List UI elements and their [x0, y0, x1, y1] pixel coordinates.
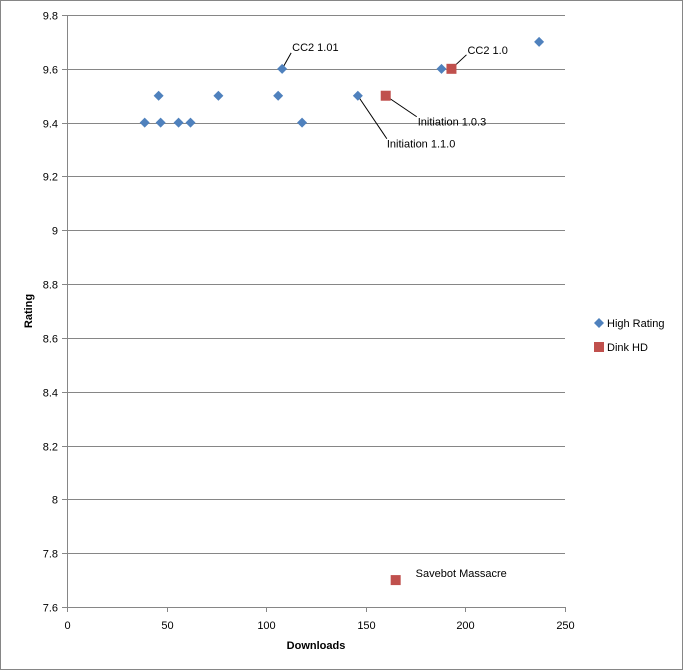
- x-tick-label: 250: [556, 620, 574, 632]
- y-tick-label: 9: [52, 226, 58, 238]
- data-point-high-rating: [173, 117, 184, 128]
- y-tick-label: 9.8: [43, 11, 58, 23]
- data-point-high-rating: [155, 117, 166, 128]
- data-point-high-rating: [213, 90, 224, 101]
- data-point-dink-hd: [446, 63, 457, 74]
- legend-label: High Rating: [607, 318, 664, 330]
- data-point-high-rating: [139, 117, 150, 128]
- data-point-high-rating: [185, 117, 196, 128]
- y-tick-label: 8: [52, 495, 58, 507]
- data-point-high-rating: [534, 36, 545, 47]
- x-tick-label: 100: [257, 620, 275, 632]
- data-label: Initiation 1.0.3: [418, 117, 487, 129]
- x-tick-label: 150: [357, 620, 375, 632]
- y-tick-label: 8.8: [43, 280, 58, 292]
- legend-label: Dink HD: [607, 342, 648, 354]
- data-point-high-rating: [277, 63, 288, 74]
- annotation-leader-line: [357, 95, 388, 140]
- legend-marker-high-rating: [594, 318, 604, 328]
- data-point-high-rating: [352, 90, 363, 101]
- legend-marker-dink-hd: [594, 342, 604, 352]
- y-tick-label: 8.4: [43, 388, 58, 400]
- y-tick-label: 9.2: [43, 172, 58, 184]
- y-tick-label: 7.6: [43, 603, 58, 615]
- data-point-high-rating: [436, 63, 447, 74]
- y-axis-title: Rating: [23, 294, 35, 328]
- x-tick-label: 0: [64, 620, 70, 632]
- data-label: CC2 1.01: [292, 42, 338, 54]
- data-point-high-rating: [297, 117, 308, 128]
- x-tick-label: 50: [161, 620, 173, 632]
- annotation-leader-line: [385, 95, 418, 118]
- data-point-high-rating: [153, 90, 164, 101]
- data-point-dink-hd: [390, 575, 401, 586]
- y-tick-label: 8.2: [43, 442, 58, 454]
- y-tick-label: 9.4: [43, 119, 58, 131]
- data-label: CC2 1.0: [467, 45, 507, 57]
- x-axis-title: Downloads: [287, 640, 346, 652]
- x-tick-label: 200: [456, 620, 474, 632]
- data-point-dink-hd: [380, 90, 391, 101]
- y-tick-label: 9.6: [43, 65, 58, 77]
- y-tick-label: 7.8: [43, 549, 58, 561]
- data-label: Savebot Massacre: [416, 568, 507, 580]
- data-point-high-rating: [273, 90, 284, 101]
- y-tick-label: 8.6: [43, 334, 58, 346]
- data-label: Initiation 1.1.0: [387, 139, 456, 151]
- legend: High Rating Dink HD: [594, 318, 664, 354]
